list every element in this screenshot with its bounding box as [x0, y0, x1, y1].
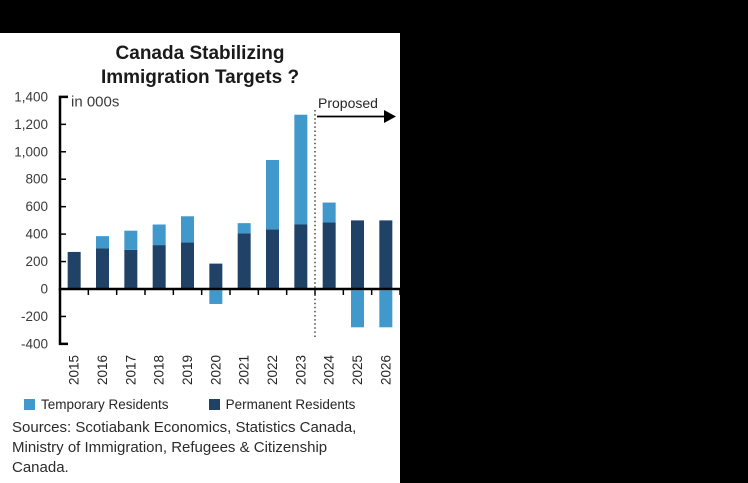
x-axis-category-label: 2023	[293, 355, 308, 385]
bar-permanent-2019	[181, 242, 194, 289]
bar-temporary-2019	[181, 216, 194, 243]
right-black-panel	[400, 33, 748, 483]
x-axis-category-label: 2026	[378, 355, 393, 385]
y-axis-tick-label: 0	[40, 282, 48, 297]
x-axis-category-label: 2021	[237, 355, 252, 385]
permanent-residents-swatch-icon	[208, 399, 220, 410]
bar-permanent-2017	[124, 249, 138, 289]
bar-temporary-2021	[237, 223, 251, 234]
temporary-residents-swatch-icon	[24, 399, 35, 410]
x-axis-category-label: 2025	[350, 355, 365, 385]
bar-permanent-2026	[379, 220, 393, 289]
top-black-band	[0, 0, 748, 33]
unit-label: in 000s	[71, 94, 119, 111]
y-axis-tick-label: 200	[25, 254, 48, 269]
bar-permanent-2025	[351, 220, 364, 289]
y-axis-tick-label: 1,000	[14, 144, 48, 159]
y-axis-tick-label: 1,200	[14, 117, 48, 132]
chart-plot-area: -400 -200 0 200 400 600 800 1,000 1,200 1,400 2015…	[14, 89, 400, 385]
immigration-chart-panel: -400 -200 0 200 400 600 800 1,000 1,200 1,400 2015…	[0, 33, 400, 483]
chart-title: Canada Stabilizing Immigration Targets ?	[100, 43, 300, 88]
bar-temporary-2024	[322, 202, 336, 223]
y-axis-tick-label: -400	[21, 336, 48, 351]
bar-permanent-2015	[67, 251, 81, 289]
proposed-label: Proposed	[318, 95, 378, 111]
bar-temporary-2018	[152, 224, 166, 246]
x-axis-category-label: 2024	[322, 354, 337, 385]
bar-temporary-2022	[266, 160, 279, 230]
x-axis-category-label: 2018	[152, 355, 167, 385]
y-axis-tick-label: -200	[21, 309, 48, 324]
bar-permanent-2023	[294, 224, 308, 289]
bar-permanent-2016	[96, 248, 109, 289]
y-axis-tick-label: 1,400	[14, 89, 48, 104]
bar-permanent-2022	[266, 229, 279, 289]
bar-temporary-2016	[96, 236, 109, 249]
legend-item-temporary-residents: Temporary Residents	[24, 397, 169, 412]
bar-temporary-2017	[124, 230, 138, 250]
bar-temporary-2023	[294, 114, 308, 225]
x-axis-category-label: 2016	[95, 355, 110, 385]
bar-temporary-2026	[379, 290, 393, 328]
legend-label-permanent: Permanent Residents	[225, 397, 356, 412]
bar-temporary-2025	[351, 290, 364, 328]
bar-temporary-2020	[209, 290, 223, 304]
bar-permanent-2020	[209, 263, 223, 289]
y-axis-line	[58, 95, 68, 346]
x-axis-category-label: 2017	[123, 355, 138, 385]
x-axis-category-label: 2015	[67, 355, 82, 385]
sources-note: Sources: Scotiabank Economics, Statistic…	[12, 419, 357, 476]
proposed-arrow-head-icon	[384, 110, 396, 123]
legend-item-permanent-residents: Permanent Residents	[208, 397, 356, 412]
x-axis-category-label: 2019	[180, 355, 195, 385]
y-axis-tick-label: 400	[25, 227, 48, 242]
x-axis-category-label: 2022	[265, 355, 280, 385]
bar-permanent-2024	[322, 222, 336, 289]
bar-permanent-2021	[237, 233, 251, 289]
chart-legend: Temporary Residents Permanent Residents	[24, 397, 355, 412]
y-axis-tick-label: 600	[25, 199, 48, 214]
x-axis-category-label: 2020	[208, 355, 223, 385]
bar-permanent-2018	[152, 245, 166, 289]
y-axis-tick-label: 800	[25, 172, 48, 187]
legend-label-temporary: Temporary Residents	[41, 397, 169, 412]
